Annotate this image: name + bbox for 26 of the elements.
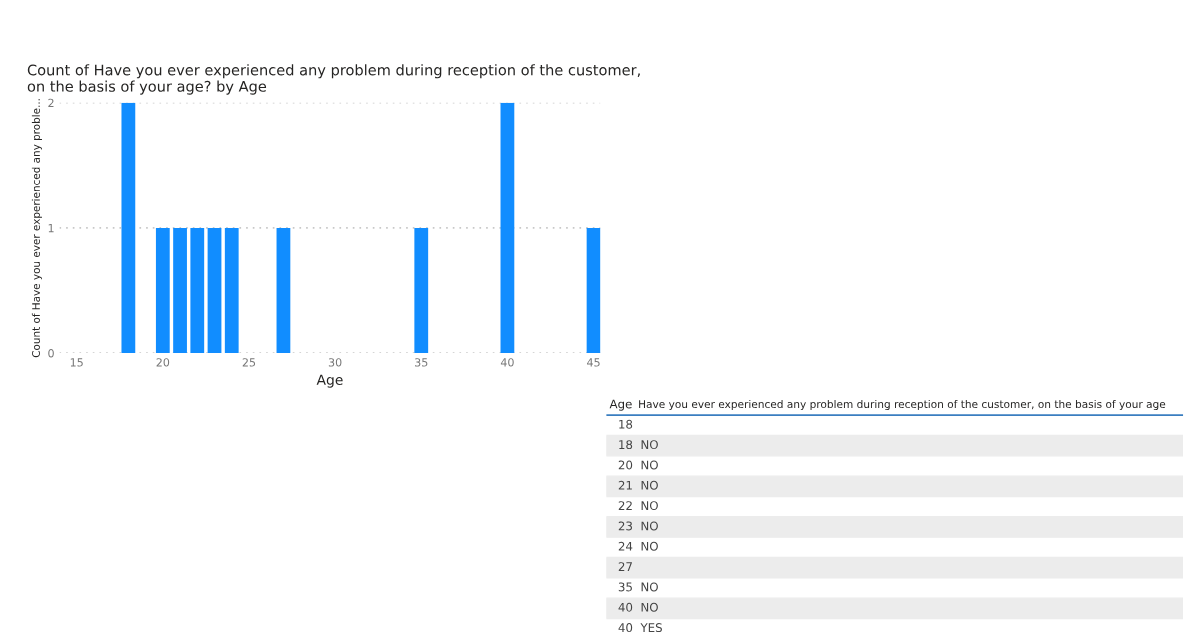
x-axis-title: Age bbox=[316, 374, 343, 388]
x-tick-label: 25 bbox=[242, 358, 256, 367]
text: 35 NO bbox=[618, 582, 658, 592]
text: 27 bbox=[618, 562, 632, 571]
text: 18 NO bbox=[619, 440, 658, 450]
category-label: Have you ever experienced any problem during reception of the customer, on the basis of your age bbox=[639, 399, 1166, 411]
text: 40 NO bbox=[618, 602, 658, 612]
text: 24 NO bbox=[618, 541, 658, 551]
text: 20 NO bbox=[618, 460, 658, 470]
y-tick-label: 2 bbox=[48, 98, 54, 107]
category-label: Age bbox=[609, 399, 632, 411]
text: 40 YES bbox=[618, 623, 662, 633]
text: 23 NO bbox=[618, 521, 658, 531]
y-tick-label: 0 bbox=[48, 349, 54, 358]
x-tick-label: 30 bbox=[328, 358, 342, 367]
text: 22 NO bbox=[618, 501, 658, 511]
chart-title: Count of Have you ever experienced any problem during reception of the customer, on the basis of your age? by Age bbox=[27, 64, 640, 95]
x-tick-label: 45 bbox=[587, 358, 600, 367]
text: 21 NO bbox=[618, 480, 658, 490]
x-tick-label: 35 bbox=[415, 358, 428, 367]
x-tick-label: 40 bbox=[500, 358, 514, 367]
y-axis-title: Count of Have you ever experienced any proble... bbox=[31, 99, 42, 358]
y-tick-label: 1 bbox=[48, 224, 54, 233]
x-tick-label: 15 bbox=[70, 358, 83, 367]
x-tick-label: 20 bbox=[156, 358, 170, 367]
text: 18 bbox=[619, 419, 633, 429]
